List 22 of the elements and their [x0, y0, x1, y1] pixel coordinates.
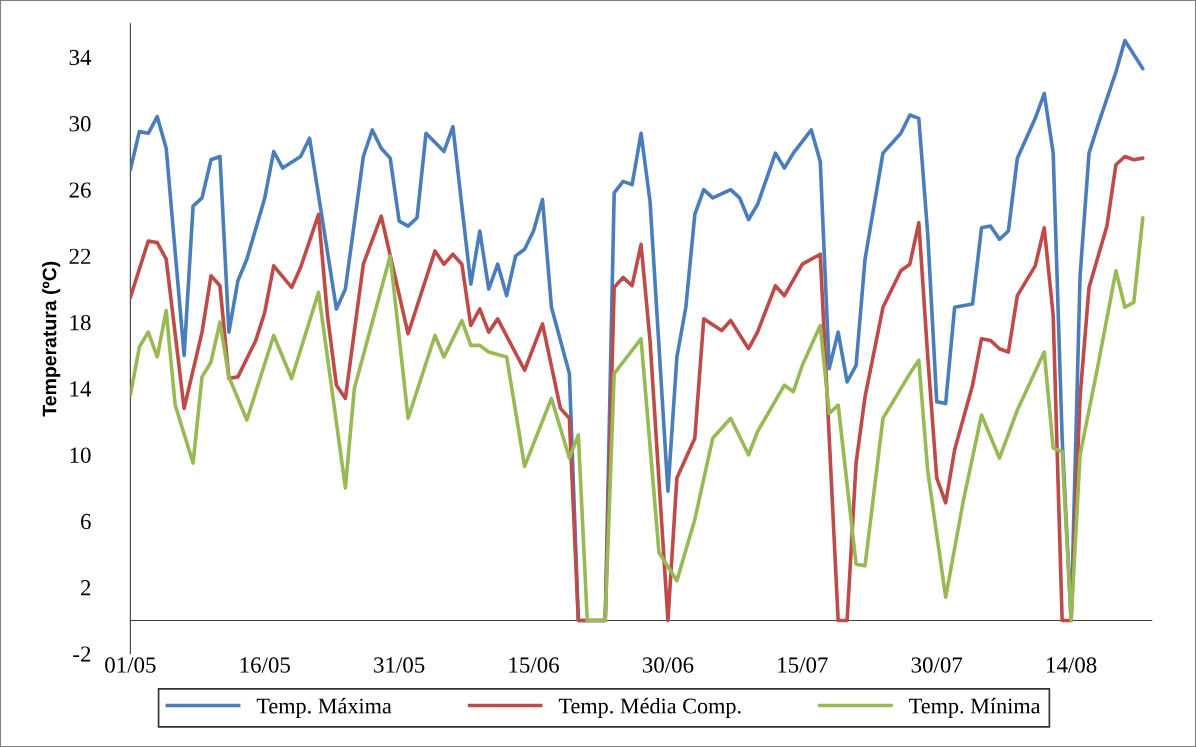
y-tick-label: 26	[69, 182, 91, 198]
y-tick-label: 30	[69, 116, 91, 132]
x-tick-label: 31/05	[374, 657, 425, 673]
y-tick-label: 2	[81, 580, 91, 596]
y-tick-label: 10	[70, 447, 91, 463]
y-tick-label: 14	[70, 381, 92, 397]
x-tick-label: 15/07	[778, 657, 828, 673]
y-tick-label: -2	[73, 646, 91, 662]
legend-label: Temp. Média Comp.	[558, 697, 741, 719]
y-tick-label: 6	[81, 513, 91, 530]
y-axis-title: Temperatura (ºC)	[42, 261, 61, 417]
y-tick-label: 34	[69, 49, 92, 66]
y-tick-label: 18	[70, 314, 91, 331]
x-tick-label: 15/06	[509, 657, 559, 673]
x-tick-label: 14/08	[1047, 657, 1097, 673]
x-tick-label: 16/05	[240, 657, 290, 673]
x-tick-label: 30/06	[642, 657, 694, 673]
y-tick-label: 22	[69, 248, 91, 264]
x-tick-label: 01/05	[105, 657, 156, 673]
legend-label: Temp. Máxima	[256, 697, 392, 719]
legend-label: Temp. Mínima	[909, 697, 1041, 719]
x-tick-label: 30/07	[911, 657, 963, 673]
